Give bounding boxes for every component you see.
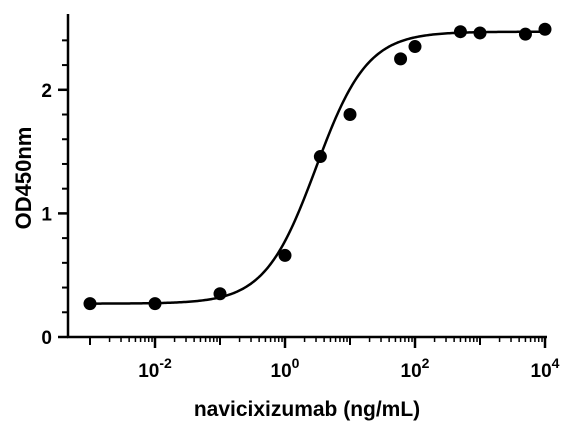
data-points-layer [83, 22, 552, 311]
data-point [278, 248, 292, 262]
data-point [538, 22, 552, 36]
data-point [518, 27, 532, 41]
axes-layer: 0 1 2 10-2 100 102 104 [41, 14, 560, 382]
data-point [313, 150, 327, 164]
y-axis-title: OD450nm [11, 127, 36, 230]
x-tick-label: 102 [401, 355, 430, 382]
data-point [148, 297, 162, 311]
data-point [473, 26, 487, 40]
y-tick-label: 1 [41, 204, 52, 225]
fit-curve [89, 30, 546, 305]
data-point [213, 287, 227, 301]
data-point [453, 25, 467, 39]
y-tick-label: 2 [41, 81, 52, 102]
x-tick-label: 104 [531, 355, 560, 382]
fit-curve-layer [89, 30, 546, 305]
data-point [408, 40, 422, 54]
x-tick-label: 10-2 [138, 355, 172, 382]
data-point [343, 108, 357, 122]
x-tick-label: 100 [271, 355, 300, 382]
x-axis-title: navicixizumab (ng/mL) [194, 398, 420, 421]
data-point [394, 52, 408, 66]
data-point [83, 297, 97, 311]
y-tick-label: 0 [41, 328, 52, 349]
